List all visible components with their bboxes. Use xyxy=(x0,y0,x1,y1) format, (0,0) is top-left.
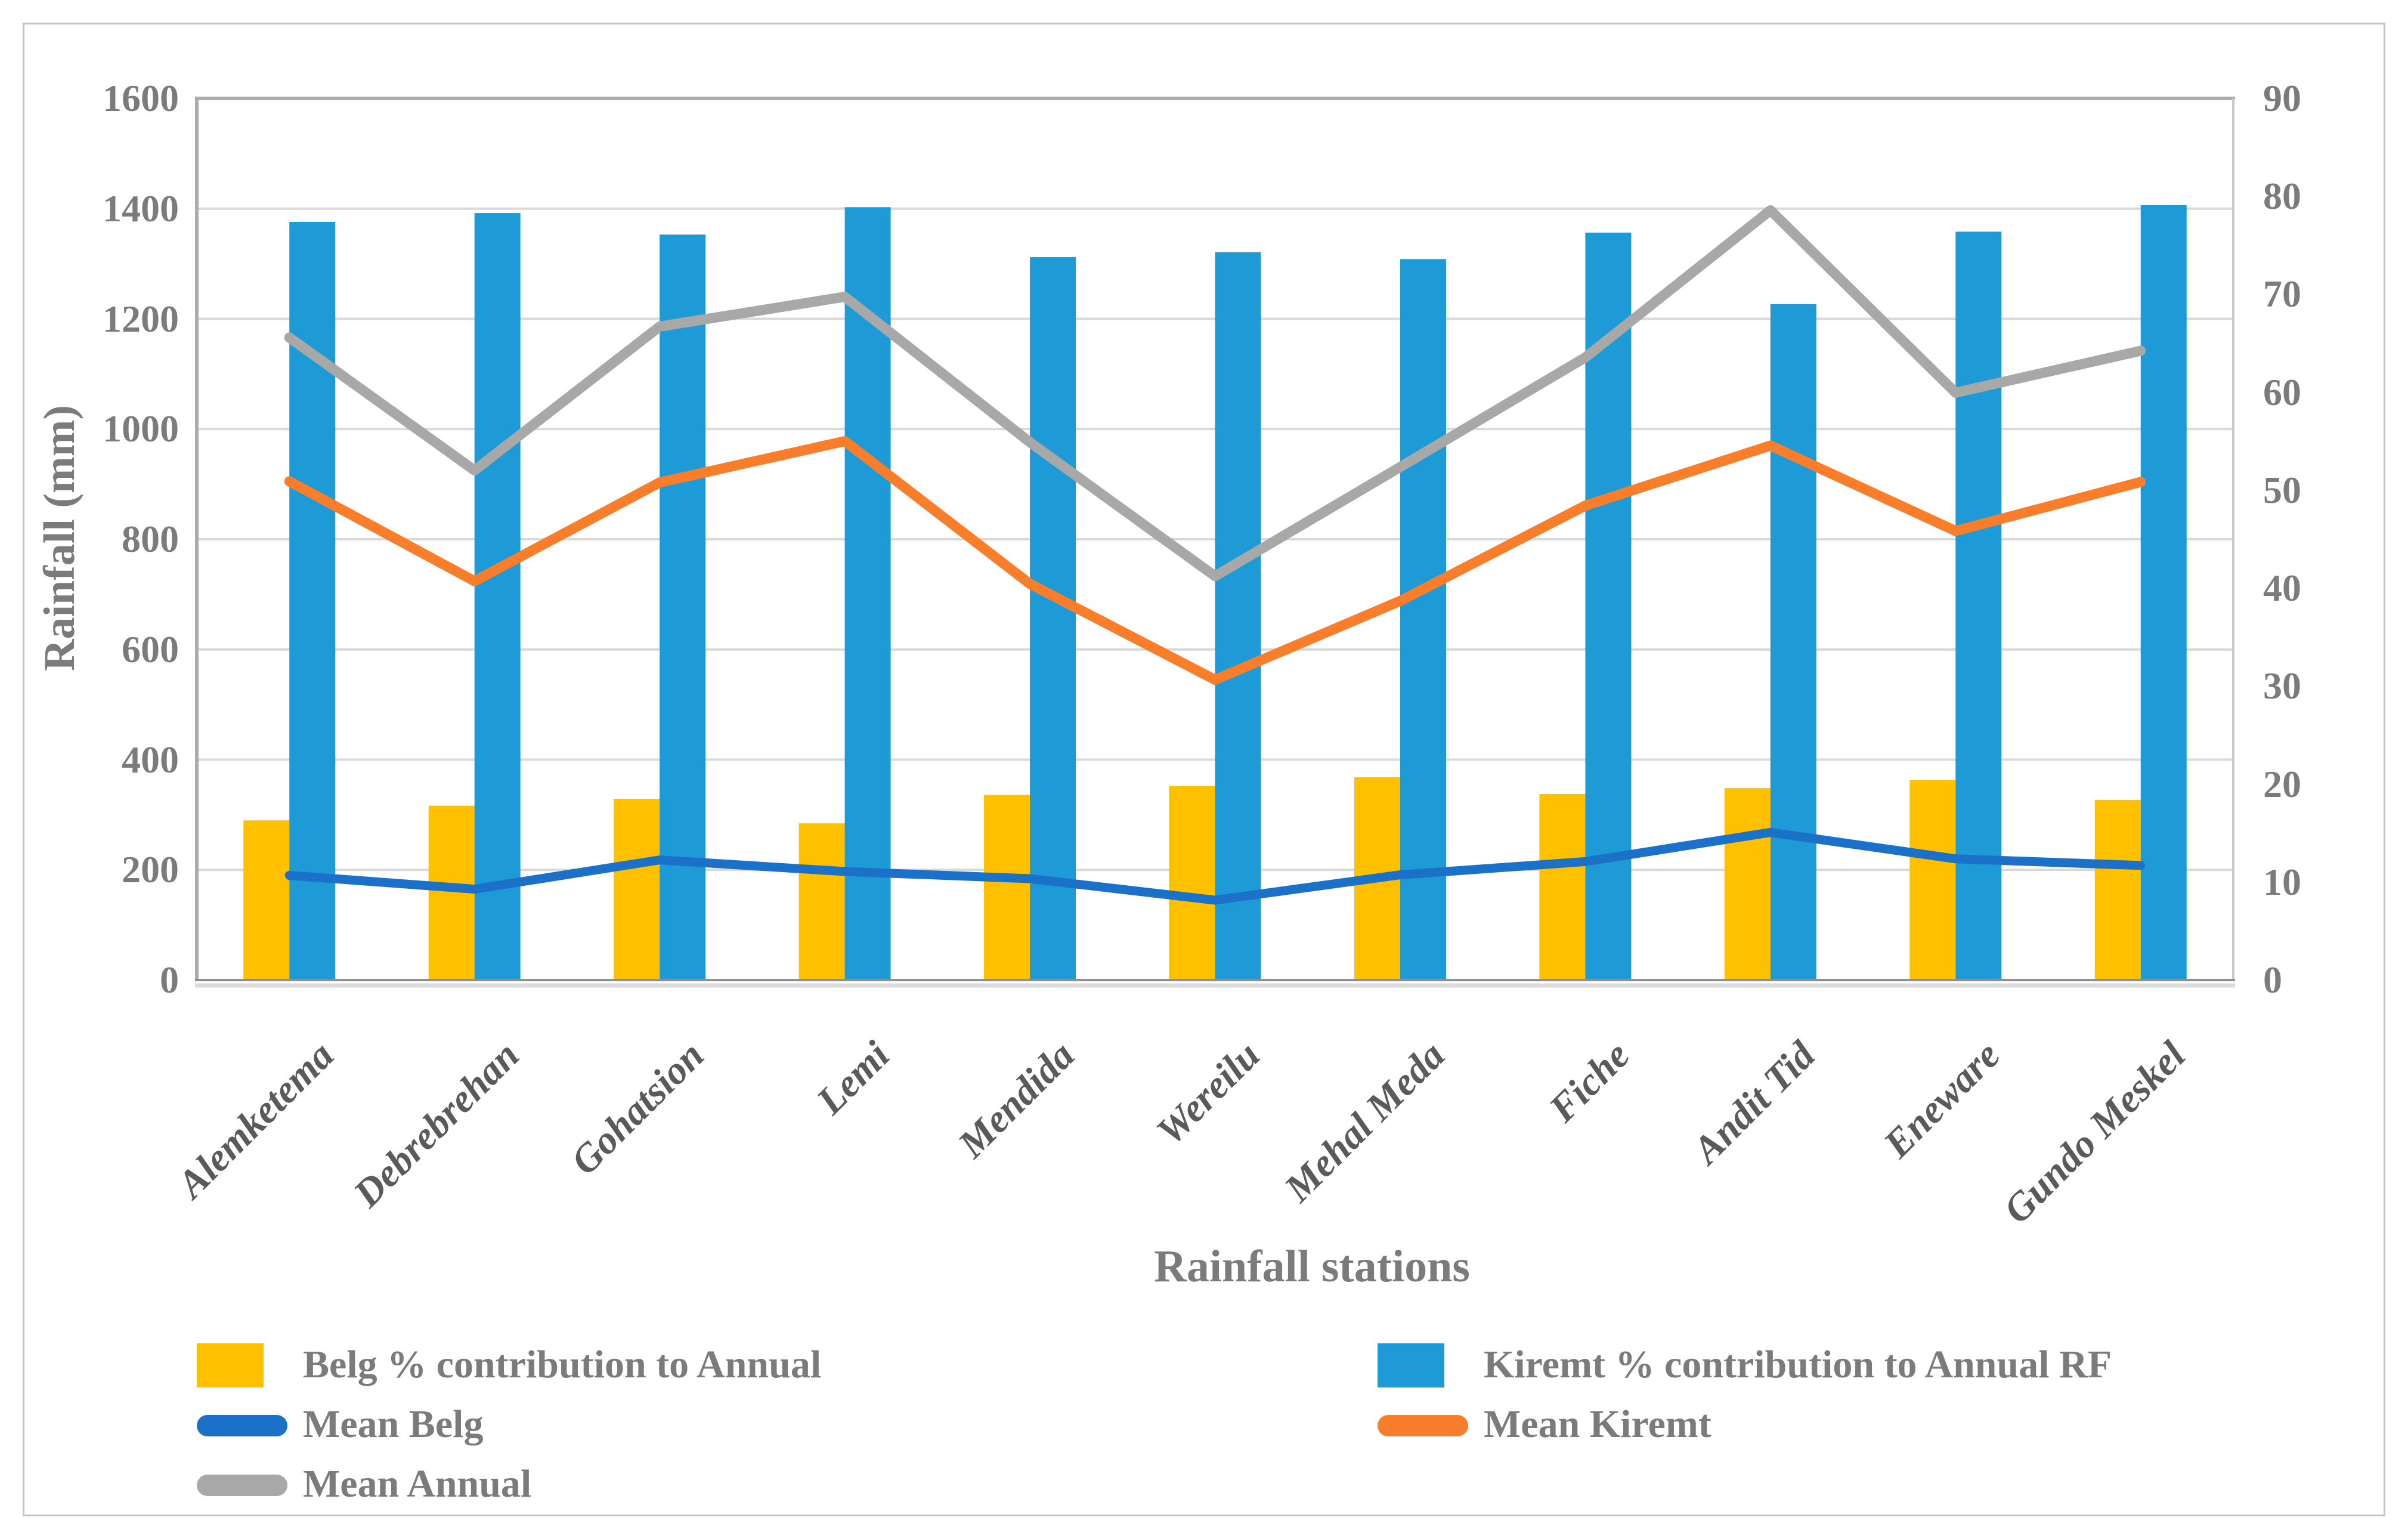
legend-label-mean-belg: Mean Belg xyxy=(303,1402,484,1446)
bar-kiremt-pct xyxy=(2140,205,2187,981)
y-left-tick-label: 800 xyxy=(122,518,179,560)
bar-kiremt-pct xyxy=(1770,304,1816,980)
bar-belg-pct xyxy=(1724,788,1771,980)
line-mean-annual xyxy=(284,205,2146,582)
bar-kiremt-pct xyxy=(289,221,336,980)
bar-belg-pct xyxy=(1909,780,1956,980)
bar-belg-pct xyxy=(1169,786,1215,980)
y-right-tick-label: 20 xyxy=(2263,762,2301,805)
bar-kiremt-pct xyxy=(844,207,891,981)
bar-kiremt-pct xyxy=(1215,252,1261,981)
y-right-tick-label: 60 xyxy=(2263,370,2301,413)
line-mean-belg xyxy=(284,827,2146,905)
bar-belg-pct xyxy=(1539,793,1586,980)
y-left-tick-label: 0 xyxy=(160,959,179,1001)
y-left-tick-label: 1000 xyxy=(103,407,179,450)
bar-kiremt-pct xyxy=(660,234,706,980)
y-right-tick-label: 50 xyxy=(2263,468,2301,511)
y-right-tick-label: 0 xyxy=(2263,959,2282,1001)
bar-kiremt-pct xyxy=(1030,257,1076,980)
legend-label-belg-pct: Belg % contribution to Annual xyxy=(303,1343,822,1386)
y-right-tick-label: 30 xyxy=(2263,665,2301,707)
bar-kiremt-pct xyxy=(474,213,521,980)
y-left-tick-label: 1400 xyxy=(103,187,179,230)
belg-bar-swatch-icon xyxy=(197,1343,264,1387)
bar-belg-pct xyxy=(243,820,290,980)
y-left-tick-label: 1200 xyxy=(103,297,179,340)
x-axis-title: Rainfall stations xyxy=(1154,1241,1470,1291)
line-mean-kiremt xyxy=(284,436,2146,685)
y-left-tick-label: 1600 xyxy=(103,77,179,119)
y-left-tick-label: 400 xyxy=(122,738,179,781)
legend-label-mean-kiremt: Mean Kiremt xyxy=(1484,1402,1711,1446)
bar-belg-pct xyxy=(614,799,660,980)
y-right-tick-label: 10 xyxy=(2263,860,2301,903)
mean-annual-line-swatch-icon xyxy=(197,1475,287,1496)
mean-belg-line-swatch-icon xyxy=(197,1415,287,1436)
mean-kiremt-line-swatch-icon xyxy=(1378,1415,1468,1436)
bar-kiremt-pct xyxy=(1955,231,2002,980)
bar-belg-pct xyxy=(2094,799,2141,980)
y-left-tick-label: 200 xyxy=(122,848,179,891)
y-right-tick-label: 80 xyxy=(2263,175,2301,218)
bar-belg-pct xyxy=(984,795,1030,980)
y-right-tick-label: 90 xyxy=(2263,77,2301,119)
kiremt-bar-swatch-icon xyxy=(1378,1343,1444,1387)
y-right-tick-label: 40 xyxy=(2263,567,2301,610)
y-left-tick-label: 600 xyxy=(122,628,179,670)
legend-label-mean-annual: Mean Annual xyxy=(303,1462,532,1506)
bar-kiremt-pct xyxy=(1400,259,1446,980)
legend-label-kiremt-pct: Kiremt % contribution to Annual RF xyxy=(1484,1343,2112,1386)
bar-belg-pct xyxy=(798,823,845,980)
y-right-tick-label: 70 xyxy=(2263,273,2301,316)
